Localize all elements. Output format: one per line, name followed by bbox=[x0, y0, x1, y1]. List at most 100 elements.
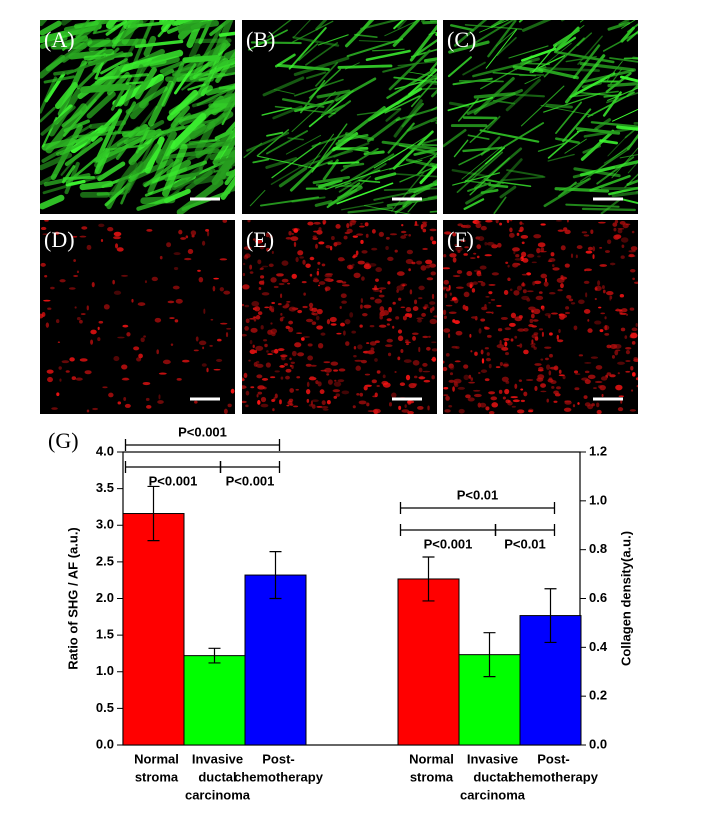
cell bbox=[513, 290, 520, 296]
fiber bbox=[480, 188, 499, 194]
cell bbox=[407, 411, 414, 414]
fiber bbox=[169, 113, 207, 150]
cell bbox=[201, 363, 207, 367]
cell bbox=[527, 253, 535, 258]
cell bbox=[422, 306, 430, 308]
cell bbox=[599, 246, 603, 249]
cell bbox=[509, 227, 513, 233]
fiber bbox=[429, 162, 437, 167]
cell bbox=[444, 293, 448, 299]
cell bbox=[400, 306, 406, 309]
cell bbox=[634, 281, 638, 284]
cell bbox=[86, 244, 92, 250]
cell bbox=[452, 232, 457, 237]
cell bbox=[213, 368, 221, 371]
cell bbox=[287, 400, 293, 406]
cell bbox=[371, 229, 376, 234]
panel-label: (C) bbox=[447, 27, 476, 52]
fiber bbox=[451, 168, 489, 178]
cell bbox=[305, 263, 311, 268]
cell bbox=[491, 244, 498, 249]
bar bbox=[183, 655, 246, 746]
cell bbox=[280, 293, 283, 299]
cell bbox=[533, 346, 537, 350]
cell bbox=[521, 251, 527, 258]
y2-tick-label: 1.2 bbox=[589, 443, 607, 458]
cell bbox=[485, 406, 490, 411]
cell bbox=[417, 405, 424, 410]
cell bbox=[302, 259, 306, 265]
cell bbox=[573, 370, 579, 374]
fiber bbox=[354, 33, 378, 39]
cell bbox=[143, 335, 146, 338]
cell bbox=[242, 379, 246, 381]
cell bbox=[378, 231, 384, 237]
fiber bbox=[620, 75, 638, 83]
cell bbox=[570, 253, 574, 258]
cell bbox=[526, 290, 534, 293]
micrograph: (E) bbox=[242, 220, 437, 414]
fiber bbox=[266, 130, 309, 155]
cell bbox=[448, 379, 455, 383]
cell bbox=[593, 387, 597, 389]
fiber bbox=[224, 49, 235, 60]
cell bbox=[426, 346, 431, 351]
fiber bbox=[499, 185, 517, 199]
significance-bracket bbox=[399, 502, 556, 514]
cell bbox=[65, 370, 70, 373]
cell bbox=[371, 379, 377, 384]
cell bbox=[243, 254, 249, 260]
cell bbox=[598, 221, 606, 224]
cell bbox=[408, 268, 411, 272]
y2-tick-label: 1.0 bbox=[589, 492, 607, 507]
cell bbox=[311, 321, 317, 325]
cell bbox=[628, 250, 636, 253]
cell bbox=[213, 277, 219, 280]
cell bbox=[584, 370, 590, 374]
cell bbox=[270, 376, 276, 379]
fiber bbox=[393, 20, 405, 30]
panel-label: (A) bbox=[44, 27, 75, 52]
cell bbox=[322, 408, 329, 411]
cell bbox=[490, 396, 498, 401]
cell bbox=[456, 270, 463, 274]
cell bbox=[522, 223, 525, 225]
cell bbox=[255, 360, 260, 364]
fiber bbox=[314, 200, 333, 207]
cell bbox=[578, 354, 584, 357]
cell bbox=[260, 396, 267, 403]
fiber bbox=[118, 49, 184, 73]
cell bbox=[220, 322, 228, 325]
cell bbox=[126, 332, 131, 337]
fiber bbox=[366, 159, 423, 176]
cell bbox=[503, 289, 509, 296]
cell bbox=[553, 390, 559, 395]
cell bbox=[596, 402, 600, 408]
cell bbox=[534, 363, 542, 366]
cell bbox=[457, 249, 461, 253]
error-bar bbox=[147, 485, 160, 542]
cell bbox=[548, 292, 556, 295]
cell bbox=[277, 302, 282, 306]
fiber bbox=[223, 83, 235, 100]
cell bbox=[491, 272, 499, 276]
fiber bbox=[618, 20, 631, 26]
cell bbox=[257, 400, 261, 405]
cell bbox=[397, 356, 401, 361]
cell bbox=[443, 366, 448, 372]
error-bar bbox=[544, 588, 557, 644]
cell bbox=[309, 273, 313, 277]
cell bbox=[371, 247, 378, 251]
cell bbox=[323, 361, 331, 364]
fiber bbox=[315, 183, 362, 188]
cell bbox=[266, 247, 270, 252]
cell bbox=[541, 307, 545, 311]
cell bbox=[485, 357, 491, 362]
cell bbox=[504, 388, 510, 395]
cell bbox=[243, 372, 248, 379]
cell bbox=[74, 306, 77, 309]
cell bbox=[318, 241, 325, 245]
fiber bbox=[373, 144, 414, 169]
cell bbox=[471, 288, 476, 293]
cell bbox=[625, 370, 631, 373]
